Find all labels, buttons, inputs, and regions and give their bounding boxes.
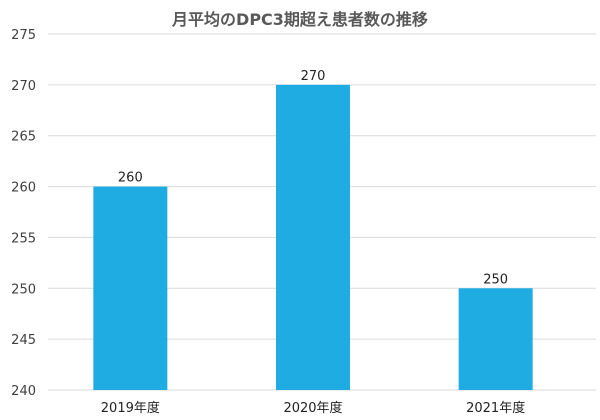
y-tick-label: 260 [11, 181, 36, 196]
data-label: 250 [483, 272, 508, 287]
chart-title: 月平均のDPC3期超え患者数の推移 [172, 10, 428, 29]
y-tick-label: 250 [11, 282, 36, 297]
bar [93, 186, 168, 390]
data-label: 270 [301, 69, 326, 84]
y-axis-tick-labels: 240 245 250 255 260 265 270 275 [11, 28, 36, 399]
x-axis-category-labels: 2019年度 2020年度 2021年度 [101, 400, 525, 416]
y-tick-label: 270 [11, 79, 36, 94]
x-category-label: 2019年度 [101, 400, 160, 416]
bar [276, 84, 350, 390]
y-tick-label: 275 [11, 28, 36, 43]
y-tick-label: 240 [11, 384, 36, 399]
bar [458, 288, 533, 390]
y-tick-label: 255 [11, 231, 36, 246]
bars [93, 84, 533, 390]
x-category-label: 2021年度 [466, 400, 525, 416]
data-label: 260 [118, 171, 143, 186]
x-category-label: 2020年度 [283, 400, 342, 416]
y-tick-label: 265 [11, 130, 36, 145]
y-tick-label: 245 [11, 333, 36, 348]
data-labels: 260 270 250 [118, 69, 508, 287]
